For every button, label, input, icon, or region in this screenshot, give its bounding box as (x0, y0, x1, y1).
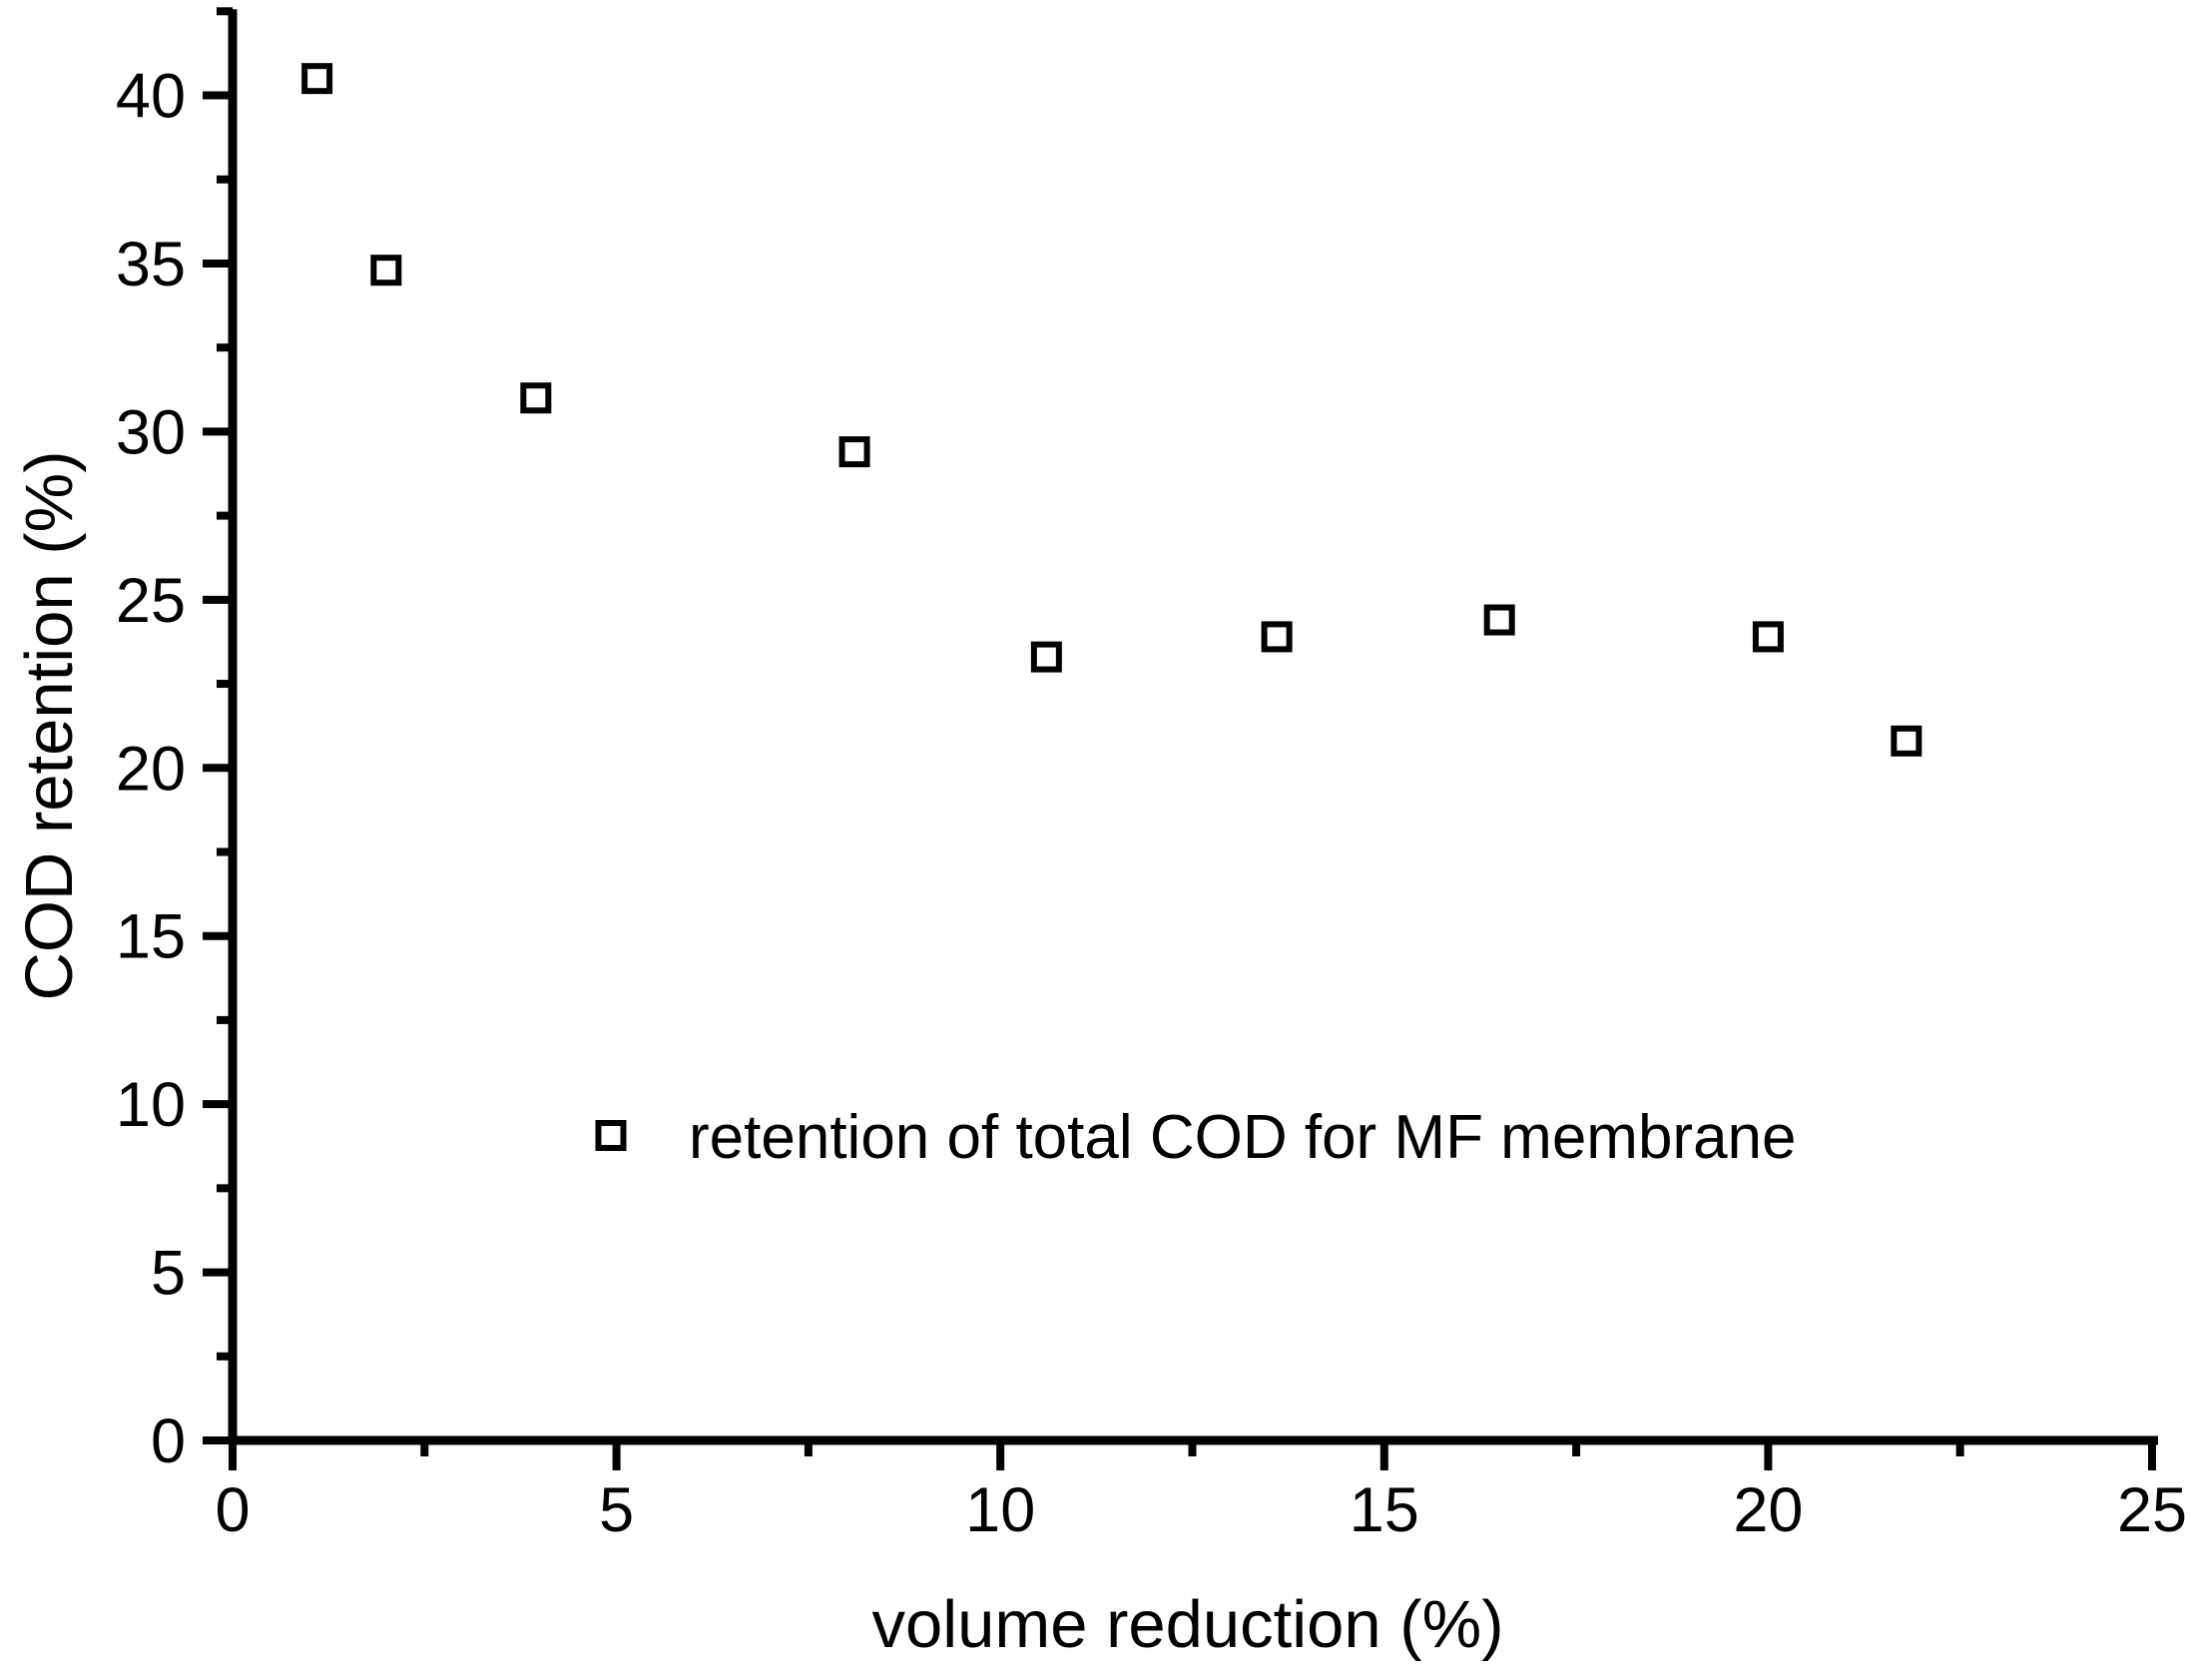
tick-label-layer: 0 5 10 15 20 25 0 5 10 15 20 25 30 35 40 (116, 62, 2187, 1545)
data-point-marker (1030, 641, 1062, 673)
y-tick-label: 25 (116, 566, 186, 636)
y-tick-label: 10 (116, 1070, 186, 1140)
x-tick-label: 20 (1733, 1475, 1803, 1545)
x-tick-label: 15 (1350, 1475, 1419, 1545)
legend-marker-square-icon (595, 1120, 627, 1151)
x-tick-label: 10 (965, 1475, 1035, 1545)
data-point-marker (1752, 621, 1784, 653)
data-points-layer (301, 63, 1922, 757)
data-point-marker (838, 436, 870, 468)
data-point-marker (370, 255, 402, 286)
y-tick-label: 5 (151, 1239, 186, 1309)
data-point-marker (301, 63, 333, 95)
axes-layer (203, 7, 2158, 1470)
y-tick-label: 0 (151, 1406, 186, 1476)
legend: retention of total COD for MF membrane (595, 1103, 1797, 1172)
data-point-marker (1483, 604, 1515, 636)
x-tick-label: 5 (599, 1475, 634, 1545)
y-tick-label: 30 (116, 397, 186, 467)
x-axis-title: volume reduction (%) (871, 1587, 1503, 1662)
y-tick-label: 35 (116, 230, 186, 299)
x-tick-label: 0 (215, 1475, 250, 1545)
data-point-marker (520, 382, 552, 414)
y-tick-label: 40 (116, 62, 186, 132)
x-tick-label: 25 (2117, 1475, 2187, 1545)
y-tick-label: 15 (116, 902, 186, 972)
y-axis-title: COD retention (%) (12, 450, 87, 1000)
data-point-marker (1261, 621, 1293, 653)
legend-label: retention of total COD for MF membrane (689, 1103, 1797, 1172)
y-tick-label: 20 (116, 734, 186, 804)
data-point-marker (1891, 725, 1922, 757)
